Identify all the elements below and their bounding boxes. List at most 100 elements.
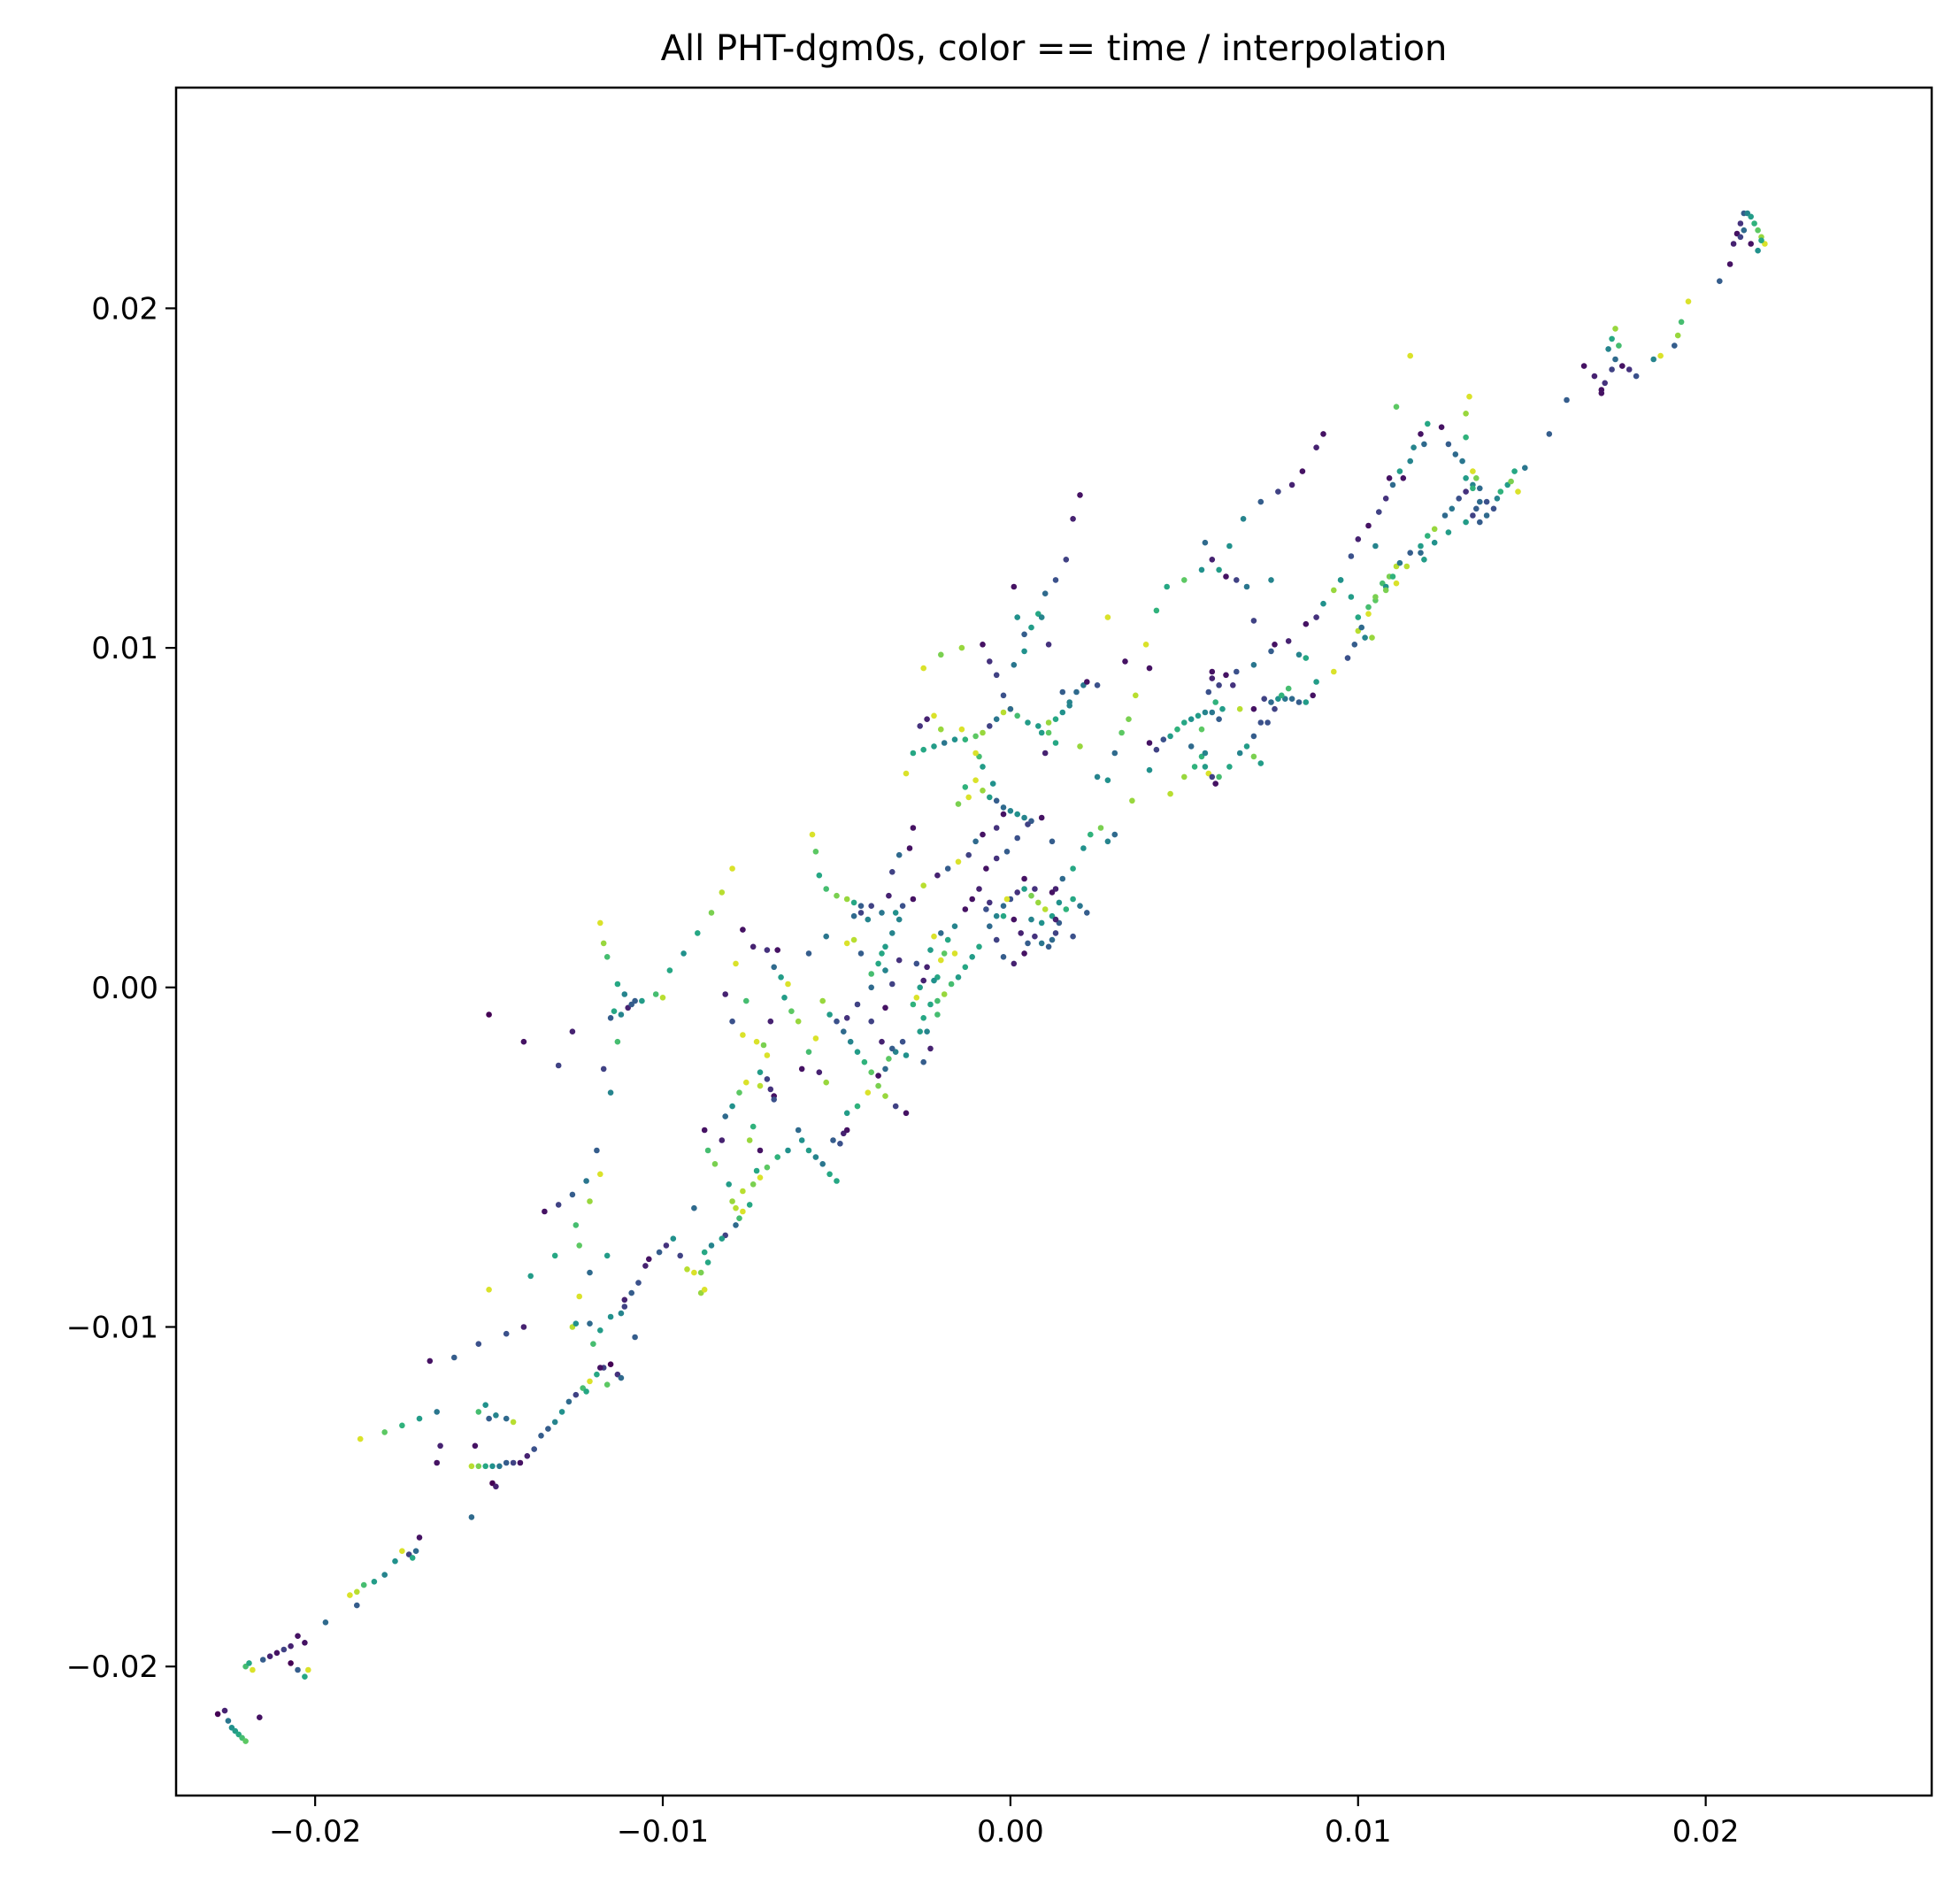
scatter-point	[1059, 875, 1066, 882]
scatter-point	[621, 991, 628, 997]
scatter-point	[1070, 516, 1076, 522]
scatter-point	[1059, 709, 1066, 716]
scatter-point	[1011, 662, 1018, 668]
scatter-point	[1122, 658, 1128, 665]
scatter-point	[1066, 703, 1072, 709]
scatter-point	[1216, 682, 1222, 688]
scatter-point	[1038, 729, 1045, 736]
scatter-point	[1000, 903, 1007, 909]
plot-frame	[174, 86, 1933, 1797]
scatter-point	[573, 1222, 580, 1228]
scatter-point	[938, 651, 944, 658]
scatter-point	[767, 1086, 774, 1093]
scatter-point	[1320, 600, 1326, 607]
scatter-point	[1421, 441, 1427, 448]
scatter-point	[704, 1147, 711, 1154]
scatter-point	[1133, 692, 1139, 699]
scatter-point	[1126, 716, 1132, 722]
scatter-point	[868, 1018, 874, 1025]
scatter-point	[823, 1079, 829, 1086]
scatter-point	[607, 1015, 614, 1021]
scatter-point	[1337, 577, 1344, 583]
scatter-point	[993, 912, 1000, 919]
scatter-point	[1014, 889, 1020, 896]
scatter-point	[1463, 519, 1469, 526]
scatter-point	[749, 1181, 757, 1188]
scatter-point	[628, 1001, 634, 1008]
scatter-point	[903, 770, 910, 777]
scatter-point	[1657, 352, 1664, 359]
scatter-point	[1045, 719, 1052, 726]
scatter-point	[1118, 729, 1125, 736]
scatter-point	[1240, 516, 1247, 522]
scatter-point	[903, 1052, 910, 1058]
scatter-point	[1295, 699, 1303, 705]
scatter-point	[879, 1038, 885, 1045]
scatter-point	[551, 1252, 558, 1259]
scatter-point	[843, 1127, 850, 1134]
scatter-point	[958, 726, 965, 733]
scatter-point	[618, 1011, 625, 1018]
scatter-point	[697, 1269, 704, 1276]
scatter-point	[987, 794, 993, 801]
scatter-point	[1198, 726, 1205, 733]
scatter-point	[1396, 559, 1403, 566]
scatter-point	[931, 712, 937, 719]
scatter-point	[1052, 930, 1059, 936]
scatter-point	[1035, 899, 1041, 906]
scatter-point	[931, 743, 937, 750]
scatter-point	[1463, 488, 1469, 495]
scatter-point	[1188, 743, 1195, 750]
scatter-point	[980, 642, 986, 648]
scatter-point	[816, 1069, 823, 1075]
scatter-point	[983, 906, 989, 912]
scatter-point	[826, 1171, 833, 1178]
scatter-point	[805, 1049, 812, 1055]
scatter-point	[1320, 431, 1326, 437]
scatter-point	[778, 974, 784, 981]
scatter-point	[354, 1602, 360, 1609]
scatter-point	[795, 1018, 802, 1025]
scatter-point	[969, 896, 975, 903]
scatter-point	[1726, 261, 1733, 267]
scatter-point	[955, 974, 962, 981]
scatter-point	[1045, 943, 1052, 950]
scatter-point	[882, 1004, 888, 1011]
scatter-point	[1452, 451, 1459, 458]
scatter-point	[708, 910, 715, 916]
scatter-point	[1111, 750, 1118, 757]
scatter-point	[1483, 512, 1490, 519]
scatter-point	[646, 1256, 652, 1263]
scatter-point	[1181, 577, 1188, 583]
scatter-point	[931, 933, 937, 940]
scatter-point	[1358, 624, 1364, 631]
scatter-point	[288, 1660, 294, 1666]
scatter-point	[1011, 583, 1018, 590]
scatter-point	[517, 1459, 524, 1466]
scatter-point	[906, 845, 913, 851]
scatter-point	[496, 1463, 503, 1470]
scatter-point	[1088, 831, 1094, 838]
scatter-point	[746, 1137, 753, 1143]
scatter-point	[764, 1052, 771, 1058]
scatter-point	[1477, 485, 1483, 492]
scatter-point	[1038, 919, 1045, 927]
scatter-point	[854, 1103, 861, 1110]
scatter-point	[719, 889, 726, 896]
scatter-point	[830, 1137, 836, 1143]
scatter-point	[597, 1327, 603, 1334]
scatter-point	[493, 1483, 499, 1490]
scatter-point	[837, 1141, 843, 1147]
scatter-point	[614, 1038, 621, 1045]
scatter-point	[1463, 475, 1469, 481]
scatter-point	[834, 1178, 840, 1184]
scatter-point	[1003, 849, 1011, 855]
scatter-point	[266, 1653, 273, 1659]
scatter-point	[711, 1161, 719, 1167]
scatter-point	[1303, 699, 1310, 705]
scatter-point	[962, 784, 969, 790]
scatter-point	[882, 1065, 888, 1073]
scatter-point	[618, 1310, 625, 1317]
scatter-point	[1056, 899, 1063, 906]
scatter-point	[1063, 557, 1070, 563]
